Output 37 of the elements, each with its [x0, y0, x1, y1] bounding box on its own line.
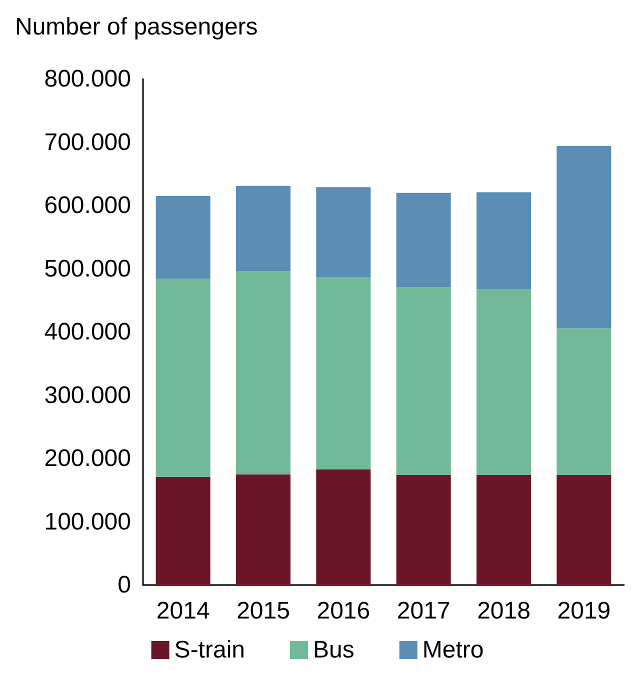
bar	[156, 278, 210, 477]
bar	[396, 287, 451, 475]
y-tick-label: 200.000	[44, 445, 131, 472]
bar	[476, 288, 532, 475]
y-tick-label: 300.000	[44, 382, 131, 409]
bar	[156, 196, 210, 279]
bar	[476, 192, 532, 289]
bar	[236, 474, 291, 585]
bar	[556, 474, 612, 585]
bar	[316, 187, 371, 277]
x-tick-label: 2016	[316, 598, 370, 624]
x-tick-label: 2014	[156, 598, 210, 624]
y-tick-label: 0	[118, 572, 131, 598]
y-tick-label: 400.000	[44, 318, 131, 346]
y-tick-label: 800.000	[44, 66, 131, 92]
bar	[236, 186, 291, 272]
legend-label: Bus	[312, 636, 354, 664]
bar	[396, 474, 451, 585]
x-tick-label: 2015	[236, 598, 290, 624]
bar	[316, 469, 371, 585]
bar	[316, 276, 371, 470]
bar	[556, 146, 612, 328]
y-axis-title: Number of passengers	[15, 14, 258, 40]
bar	[476, 474, 532, 585]
y-tick-label: 100.000	[44, 508, 131, 536]
x-tick-label: 2018	[477, 598, 530, 624]
bar	[156, 476, 210, 585]
bar	[236, 271, 291, 474]
y-tick-label: 500.000	[44, 255, 131, 282]
x-tick-label: 2017	[396, 598, 450, 624]
y-tick-label: 600.000	[44, 192, 131, 219]
x-tick-label: 2019	[557, 598, 611, 624]
bar	[556, 328, 612, 475]
bar	[396, 192, 451, 288]
legend-label: Metro	[422, 636, 484, 664]
y-tick-label: 700.000	[44, 128, 131, 156]
legend-label: S-train	[174, 636, 245, 664]
